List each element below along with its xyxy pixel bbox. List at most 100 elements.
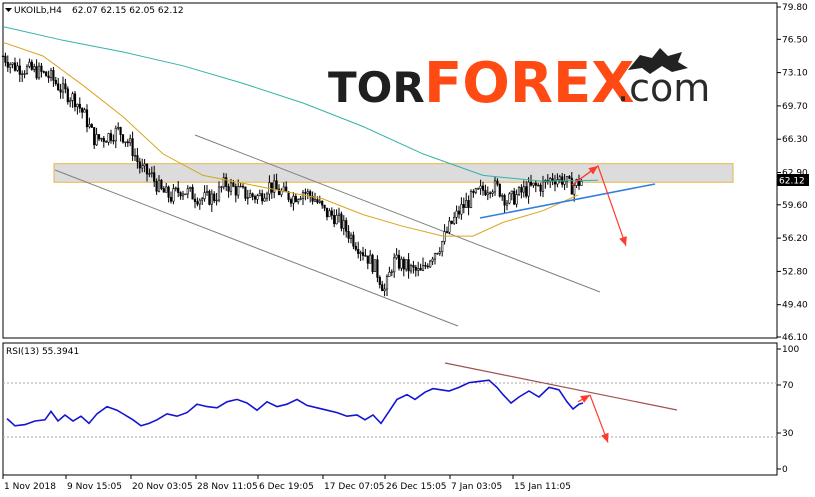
candle-body (354, 245, 357, 250)
candle-body (467, 200, 470, 208)
candle-body (213, 193, 216, 201)
candle-body (198, 199, 201, 205)
arrow-head (588, 166, 598, 175)
candle-body (529, 181, 533, 186)
rsi-tick-label: 30 (782, 429, 794, 439)
candle-body (85, 109, 89, 128)
candle-body (102, 137, 105, 142)
candle-body (289, 199, 293, 204)
candle-body (172, 188, 175, 202)
candle-body (71, 93, 74, 101)
candle-body (340, 213, 343, 229)
price-tick-label: 69.70 (782, 102, 808, 112)
candle-body (66, 88, 69, 103)
candle-body (469, 191, 473, 208)
candle-body (83, 109, 86, 113)
candle-body (445, 231, 449, 233)
candle-body (333, 215, 336, 225)
candle-body (474, 188, 477, 193)
candle-body (306, 191, 309, 194)
candle-body (201, 198, 204, 201)
support-trendline (479, 183, 656, 219)
candle-body (162, 188, 165, 193)
rsi-trendline (444, 362, 678, 411)
candle-body (294, 195, 297, 203)
ohlc-values: 62.07 62.15 62.05 62.12 (72, 6, 184, 16)
price-marker-label: 62.12 (779, 177, 805, 187)
candle-body (174, 187, 177, 190)
candle-body (563, 181, 566, 185)
logo-tor: TOR (328, 63, 425, 112)
candle-body (361, 252, 365, 256)
candle-body (16, 65, 19, 71)
channel-upper-line (194, 134, 601, 293)
candle-body (42, 71, 45, 73)
dropdown-triangle-icon[interactable] (5, 8, 12, 12)
candle-body (57, 83, 60, 91)
symbol-label: UKOILb,H4 (14, 6, 62, 16)
candle-body (534, 182, 537, 186)
candle-body (100, 137, 103, 140)
candle-body (222, 177, 225, 188)
candle-body (287, 191, 290, 200)
candle-body (292, 195, 295, 204)
candle-body (179, 192, 182, 197)
candle-body (318, 200, 321, 203)
price-tick-label: 46.10 (782, 333, 808, 343)
candle-body (429, 260, 432, 268)
candle-body (316, 199, 319, 203)
candle-body (9, 64, 12, 68)
candle-body (520, 187, 523, 193)
rsi-line (6, 379, 584, 427)
candle-body (47, 75, 50, 79)
candle-body (6, 62, 9, 68)
candle-body (493, 180, 497, 193)
candle-body (241, 185, 245, 188)
candle-body (539, 184, 542, 192)
candle-body (337, 213, 341, 216)
candle-body (117, 127, 120, 129)
candle-body (414, 266, 417, 271)
candle-body (426, 265, 429, 268)
candles-group (1, 51, 583, 297)
candle-body (30, 61, 33, 70)
candle-body (417, 268, 420, 271)
candle-body (59, 89, 62, 93)
candle-body (136, 155, 139, 163)
candle-body (405, 259, 408, 270)
candle-body (215, 199, 218, 202)
candle-body (205, 190, 209, 193)
candle-body (145, 163, 149, 175)
candle-body (253, 196, 257, 200)
candle-body (366, 255, 369, 264)
price-axis: 79.80 76.50 73.10 69.70 66.30 62.90 59.60 56.20… (777, 3, 808, 343)
candle-body (472, 191, 475, 193)
candle-body (565, 176, 569, 182)
candle-body (237, 186, 240, 196)
candle-body (479, 185, 482, 189)
candle-body (93, 127, 96, 146)
candle-body (196, 201, 199, 205)
candle-body (150, 172, 153, 174)
candle-body (438, 251, 441, 254)
candle-body (335, 214, 338, 225)
candle-body (35, 66, 38, 79)
rsi-tick-label: 0 (782, 465, 788, 475)
arrow-head (601, 432, 609, 443)
candle-body (395, 254, 398, 259)
candle-body (508, 193, 511, 204)
candle-body (229, 182, 233, 192)
candle-body (141, 165, 144, 169)
candle-body (352, 234, 355, 247)
candle-body (23, 73, 26, 75)
candle-body (402, 258, 405, 270)
candle-body (126, 141, 129, 144)
candle-body (256, 195, 259, 200)
candle-body (441, 241, 444, 253)
ma-slow-line (2, 26, 599, 182)
candle-body (489, 192, 492, 194)
price-tick-label: 62.90 (782, 168, 808, 178)
candle-body (369, 254, 372, 264)
candle-body (282, 186, 285, 192)
candle-body (390, 271, 393, 273)
